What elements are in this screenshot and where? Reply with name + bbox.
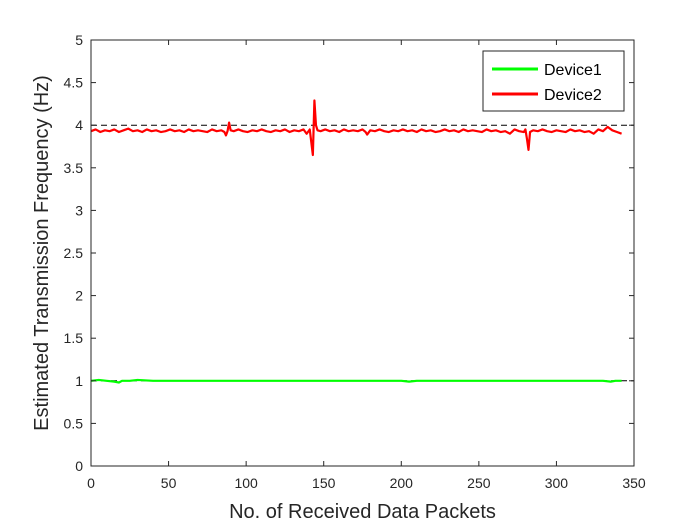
series-lines <box>90 99 622 384</box>
y-axis-label: Estimated Transmission Frequency (Hz) <box>31 75 53 431</box>
legend-box <box>482 50 625 112</box>
series-line-device2 <box>90 99 622 157</box>
y-tick-label: 3.5 <box>64 160 84 176</box>
legend-label-device2: Device2 <box>544 87 602 104</box>
y-tick-label: 1 <box>75 373 83 389</box>
y-tick-label: 1.5 <box>64 330 84 346</box>
axis-ticks: 0 50 100 150 200 250 300 350 0 0.5 1 1.5 2 2.5 3 3.5 4 4.… <box>64 32 646 491</box>
x-tick-label: 200 <box>390 475 414 491</box>
x-tick-label: 0 <box>87 475 95 491</box>
legend-label-device1: Device1 <box>544 62 602 79</box>
y-tick-label: 5 <box>75 32 83 48</box>
legend: Device1 Device2 <box>482 50 625 112</box>
x-axis-label: No. of Received Data Packets <box>229 501 496 523</box>
series-line-device1 <box>90 378 622 384</box>
y-tick-label: 3 <box>75 202 83 218</box>
x-tick-label: 150 <box>312 475 336 491</box>
y-tick-label: 0 <box>75 458 83 474</box>
y-tick-label: 2.5 <box>64 245 84 261</box>
x-tick-label: 350 <box>622 475 646 491</box>
x-tick-label: 300 <box>545 475 569 491</box>
y-tick-label: 4.5 <box>64 75 84 91</box>
x-tick-label: 100 <box>234 475 258 491</box>
y-tick-label: 4 <box>75 117 83 133</box>
x-tick-label: 250 <box>467 475 491 491</box>
y-tick-label: 2 <box>75 288 83 304</box>
y-tick-label: 0.5 <box>64 415 84 431</box>
x-tick-label: 50 <box>161 475 177 491</box>
